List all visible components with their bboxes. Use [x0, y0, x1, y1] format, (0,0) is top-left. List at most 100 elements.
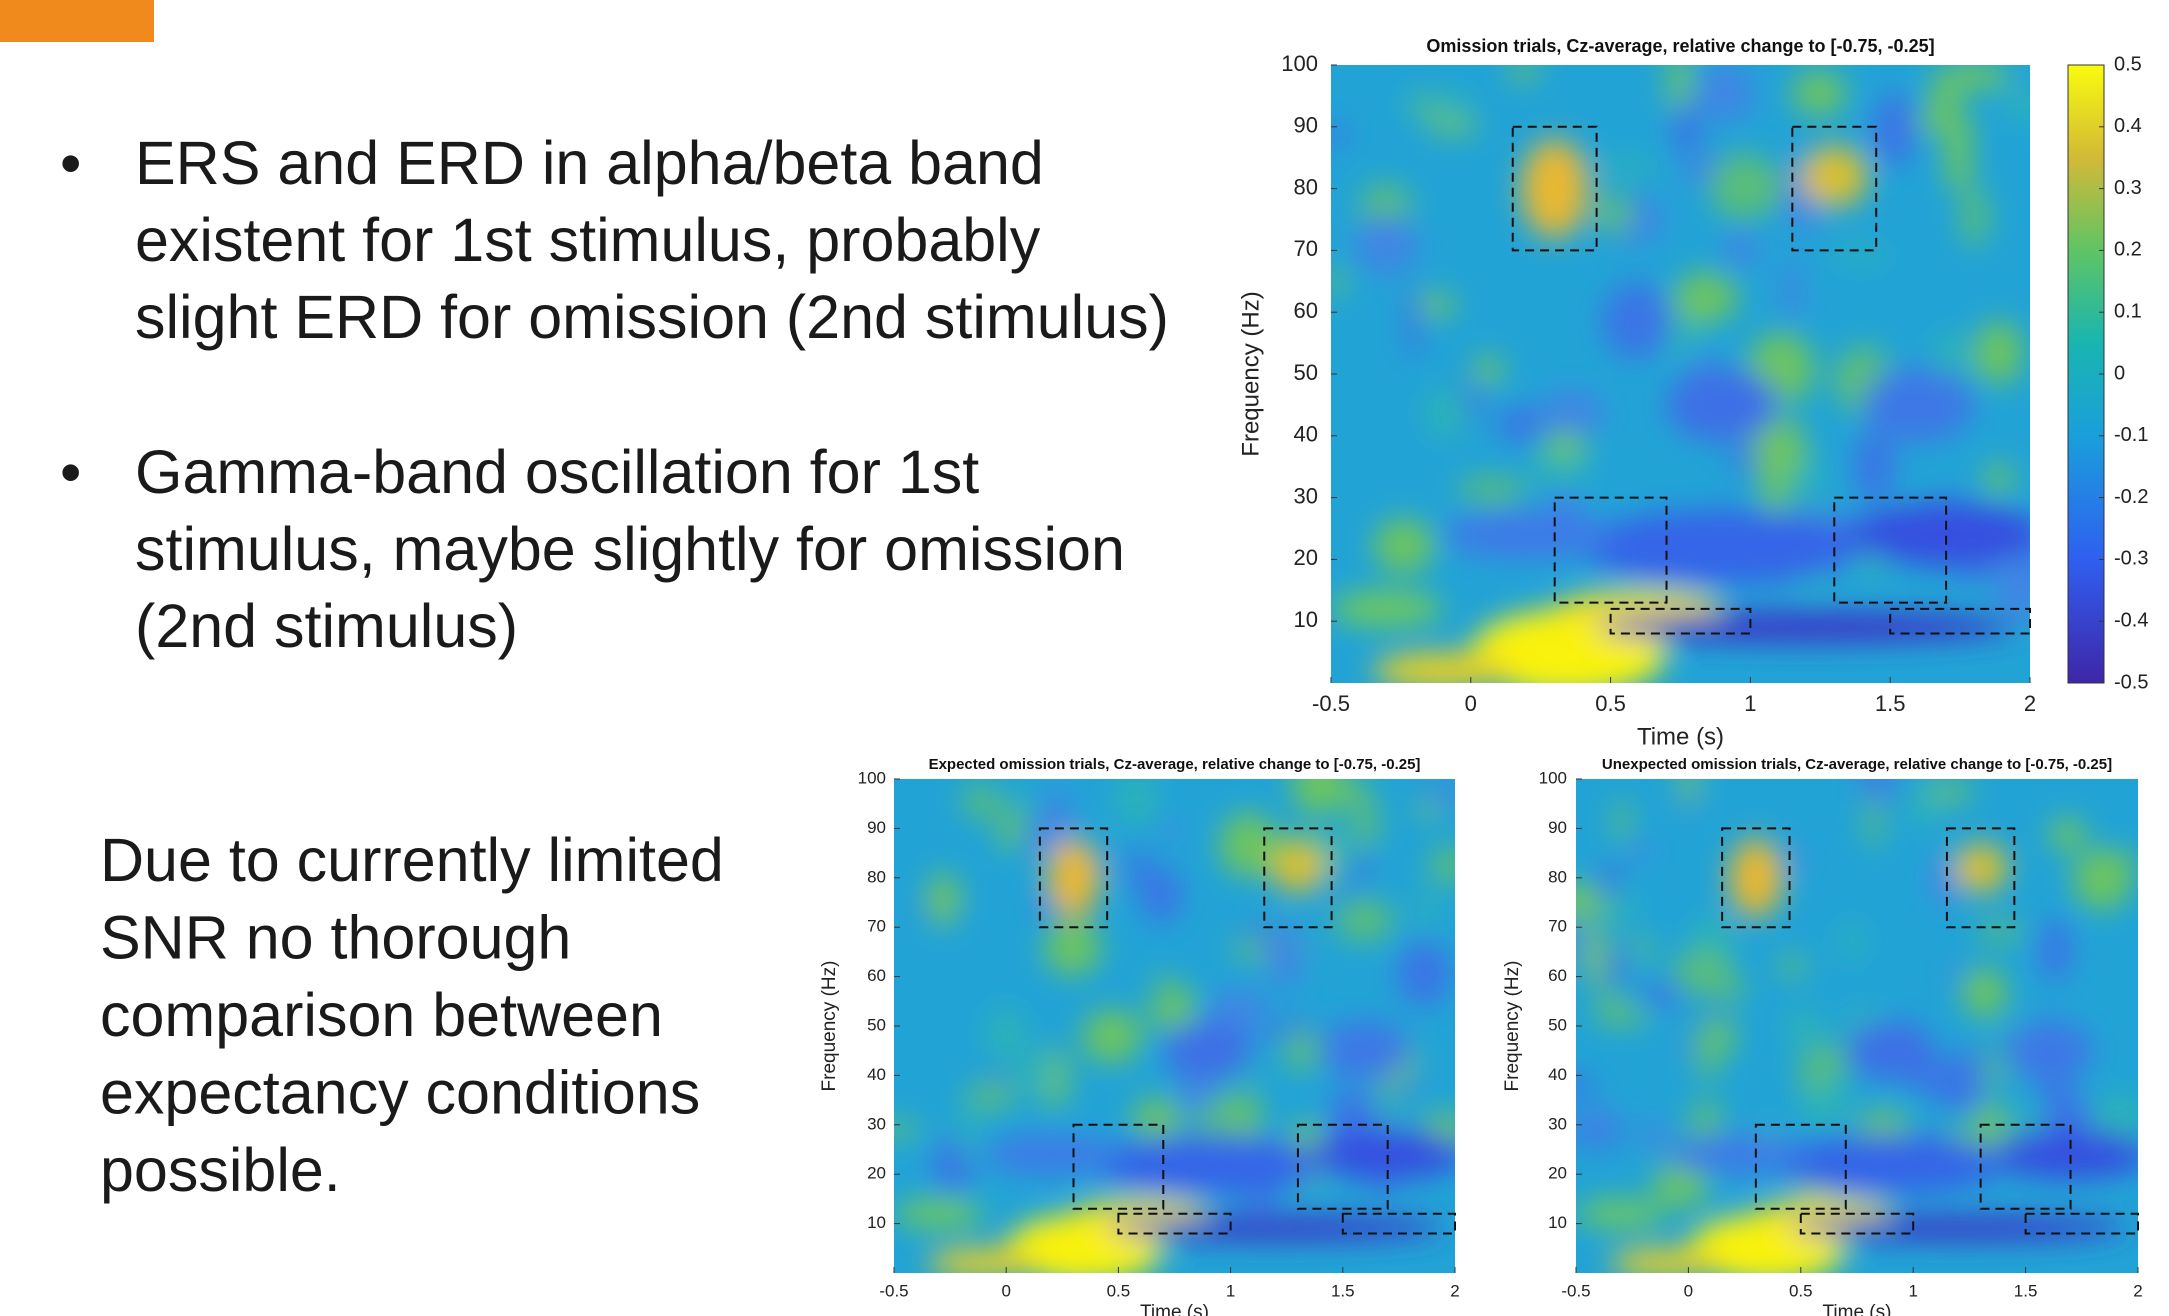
x-tick-label: 2 — [1450, 1281, 1459, 1300]
dashed-region — [1296, 1123, 1389, 1210]
texture-blob — [1405, 285, 1422, 359]
y-tick-label: 100 — [858, 768, 886, 787]
x-tick-label: 0.5 — [1595, 691, 1626, 716]
texture-blob — [1791, 70, 1847, 116]
texture-blob — [1632, 933, 1651, 964]
texture-blob — [1930, 855, 1958, 908]
y-tick-label: 70 — [867, 917, 886, 936]
texture-blob — [1778, 954, 1807, 979]
texture-blob — [1082, 1009, 1142, 1064]
texture-blob — [1640, 984, 1685, 1007]
texture-blob — [1424, 387, 1470, 439]
heatmap-texture — [1576, 779, 2138, 1273]
texture-blob — [1044, 920, 1101, 976]
x-tick-label: 1.5 — [2014, 1281, 2038, 1300]
heatmap — [1576, 779, 2139, 1273]
x-tick-label: 0 — [1684, 1281, 1693, 1300]
texture-blob — [1960, 1065, 1981, 1115]
texture-blob — [1266, 923, 1304, 989]
bullet-text: stimulus, maybe slightly for omission — [135, 515, 1125, 583]
colorbar — [2067, 64, 2105, 684]
texture-blob — [1415, 96, 1438, 118]
texture-blob — [894, 1120, 923, 1140]
dashed-region — [1072, 1123, 1165, 1210]
feature-blob — [1442, 509, 1611, 560]
feature-blob — [1666, 367, 1779, 442]
feature-blob — [1163, 1021, 1254, 1081]
y-tick-label: 40 — [1294, 422, 1318, 447]
colorbar-tick-label: -0.2 — [2114, 486, 2148, 508]
y-tick-label: 80 — [867, 867, 886, 886]
y-tick-label: 40 — [1548, 1065, 1567, 1084]
texture-blob — [1428, 846, 1455, 884]
bullet-dot: • — [60, 129, 81, 197]
feature-blob — [1582, 509, 1863, 585]
texture-blob — [1787, 847, 1804, 875]
x-axis-label: Time (s) — [1140, 1302, 1209, 1316]
feature-blob — [1046, 838, 1101, 918]
note-text: expectancy conditions — [100, 1059, 700, 1127]
texture-blob — [1508, 65, 1539, 81]
texture-blob — [1418, 881, 1437, 934]
y-tick-label: 100 — [1281, 51, 1318, 76]
dashed-region — [1038, 827, 1109, 929]
dashed-region — [2024, 1212, 2139, 1235]
feature-blob — [1991, 1129, 2138, 1180]
y-tick-label: 70 — [1294, 236, 1318, 261]
texture-blob — [1679, 779, 1698, 807]
note-text: Due to currently limited — [100, 826, 724, 894]
texture-blob — [1005, 1058, 1057, 1090]
feature-blob — [1372, 652, 1513, 683]
texture-blob — [1962, 967, 2007, 1019]
colorbar-tick-label: -0.4 — [2114, 609, 2148, 631]
note-text: comparison between — [100, 981, 663, 1049]
colorbar-tick-label: 0.4 — [2114, 115, 2142, 137]
texture-blob — [1233, 1089, 1261, 1151]
y-tick-label: 20 — [1548, 1164, 1567, 1183]
texture-blob — [962, 784, 1000, 819]
texture-blob — [1709, 153, 1776, 220]
texture-blob — [1231, 938, 1269, 959]
texture-blob — [1976, 921, 2024, 942]
chart-title: Expected omission trials, Cz-average, re… — [929, 756, 1421, 773]
x-tick-label: 1 — [1744, 691, 1756, 716]
x-tick-label: -0.5 — [1312, 691, 1350, 716]
colorbar-tick-label: 0.5 — [2114, 53, 2142, 75]
colorbar-tick-label: 0 — [2114, 362, 2125, 384]
texture-blob — [1960, 186, 1989, 248]
feature-blob — [927, 1248, 1040, 1273]
feature-blob — [1609, 1248, 1723, 1273]
texture-blob — [1537, 390, 1606, 438]
texture-blob — [1613, 798, 1631, 844]
texture-blob — [1473, 355, 1504, 386]
feature-blob — [1800, 145, 1868, 208]
texture-blob — [2072, 848, 2132, 911]
texture-blob — [1373, 518, 1435, 574]
y-tick-label: 20 — [1294, 545, 1318, 570]
texture-blob — [1352, 801, 1379, 851]
texture-blob — [1154, 970, 1171, 1014]
dashed-region — [1754, 1123, 1847, 1210]
texture-blob — [1854, 431, 1895, 501]
y-tick-label: 100 — [1539, 768, 1567, 787]
dashed-region — [1979, 1123, 2072, 1210]
texture-blob — [1592, 1007, 1651, 1025]
texture-blob — [1176, 1076, 1216, 1112]
note-text: SNR no thorough — [100, 904, 571, 972]
x-tick-label: 0.5 — [1789, 1281, 1813, 1300]
texture-blob — [985, 1007, 1027, 1061]
dashed-region — [1889, 607, 2031, 635]
texture-blob — [1598, 982, 1620, 1010]
texture-blob — [1456, 476, 1528, 502]
y-tick-label: 90 — [867, 818, 886, 837]
x-tick-label: 0.5 — [1107, 1281, 1131, 1300]
texture-blob — [1908, 787, 1941, 827]
y-tick-label: 30 — [1548, 1114, 1567, 1133]
bullet-text: Gamma-band oscillation for 1st — [135, 438, 979, 506]
texture-blob — [1602, 282, 1672, 359]
bullet-text: slight ERD for omission (2nd stimulus) — [135, 283, 1169, 351]
x-tick-label: 1.5 — [1331, 1281, 1355, 1300]
texture-blob — [1327, 779, 1349, 807]
texture-blob — [1642, 1119, 1668, 1154]
texture-blob — [1696, 65, 1756, 123]
